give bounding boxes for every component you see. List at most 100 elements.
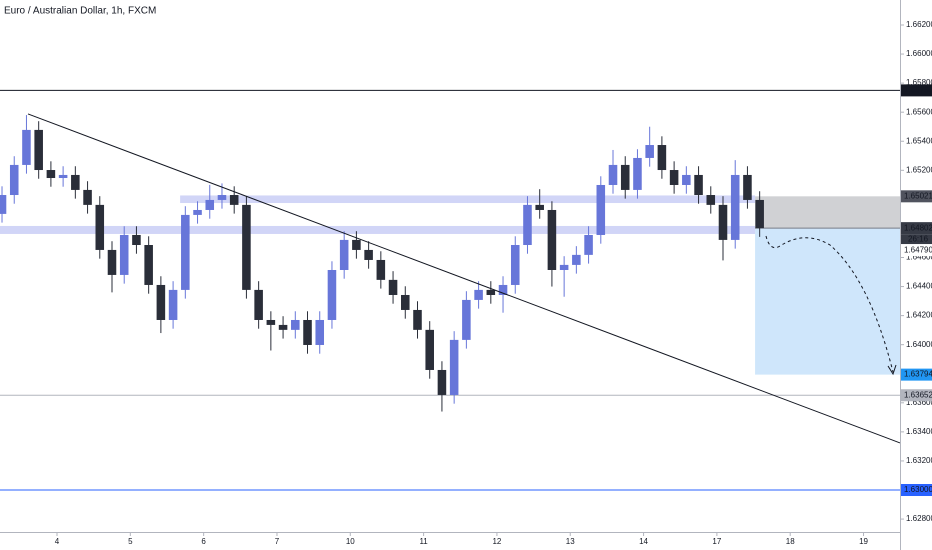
x-tick-label: 13: [566, 537, 575, 546]
zone: [0, 225, 756, 234]
candle-body: [608, 164, 618, 185]
candle-body: [596, 184, 606, 235]
candle-body: [242, 204, 251, 290]
x-tick-label: 10: [346, 537, 355, 546]
candle-body: [58, 174, 68, 179]
candle-body: [669, 170, 679, 185]
candle-body: [474, 289, 483, 300]
candle-body: [156, 284, 166, 320]
candle-body: [510, 245, 520, 285]
candle-body: [620, 164, 630, 190]
candle-body: [254, 289, 263, 320]
chart-title: Euro / Australian Dollar, 1h, FXCM: [4, 6, 156, 17]
candle-body: [144, 245, 153, 285]
y-tick-label: 1.65200: [906, 165, 932, 174]
price-label-box: [901, 222, 932, 235]
price-label-box: [901, 190, 932, 203]
price-label-box: [901, 84, 932, 97]
candle-body: [682, 174, 691, 185]
zone: [180, 195, 756, 204]
candle-body: [83, 189, 92, 205]
candle-body: [559, 264, 569, 270]
candle-body: [181, 214, 190, 290]
candle-body: [755, 199, 764, 229]
y-tick-label: 1.63600: [906, 398, 932, 407]
price-label: 1.63652: [904, 390, 932, 399]
y-tick-label: 1.63200: [906, 456, 932, 465]
x-tick-label: 7: [275, 537, 280, 546]
price-label: 1.63000: [904, 485, 932, 494]
overlay: [27, 113, 901, 444]
candle-body: [303, 319, 312, 345]
y-tick-label: 1.65800: [906, 78, 932, 87]
candle-body: [34, 129, 43, 171]
candle-body: [217, 195, 227, 200]
candle-body: [168, 289, 178, 320]
y-tick-label: 1.64000: [906, 340, 932, 349]
candle-body: [229, 195, 239, 205]
candle-body: [400, 294, 410, 310]
x-tick-label: 17: [712, 537, 721, 546]
candle-body: [437, 369, 447, 395]
candle-body: [498, 284, 508, 295]
candle-body: [315, 319, 325, 345]
candle-body: [425, 329, 434, 370]
candle-body: [132, 234, 141, 246]
candle-body: [9, 164, 19, 196]
y-tick-label: 1.62800: [906, 514, 932, 523]
y-tick-label: 1.63400: [906, 427, 932, 436]
trendline: [27, 113, 901, 444]
candle-body: [107, 249, 117, 275]
price-label: 1.65021: [904, 191, 932, 200]
candle-body: [657, 145, 667, 171]
candle-body: [46, 170, 56, 179]
candle-body: [645, 145, 654, 158]
y-tick-label: 1.64600: [906, 253, 932, 262]
candle-body: [730, 174, 740, 240]
y-tick-label: 1.66200: [906, 20, 932, 29]
price-label: 1.64802: [904, 223, 932, 232]
x-tick-label: 6: [201, 537, 206, 546]
price-label-box: [901, 389, 932, 402]
candle-body: [694, 174, 703, 196]
candle-body: [95, 204, 105, 250]
x-tick-label: 5: [128, 537, 133, 546]
x-tick-label: 19: [859, 537, 868, 546]
y-tick-label: 1.65400: [906, 136, 932, 145]
y-tick-label: 1.64400: [906, 282, 932, 291]
candle-body: [266, 319, 276, 325]
candle-body: [743, 174, 752, 200]
candle-body: [535, 204, 544, 210]
arrow-head: [887, 364, 897, 376]
price-label: 1.63794: [904, 370, 932, 379]
candle-body: [523, 204, 532, 246]
stop-zone: [755, 196, 900, 229]
countdown-box: [901, 234, 932, 245]
target-zone: [755, 228, 900, 375]
price-label-box: [901, 368, 932, 381]
candle-body: [339, 239, 349, 270]
candle-body: [718, 204, 728, 240]
underlay: [0, 89, 900, 491]
countdown: 26:16: [908, 234, 929, 243]
x-tick-label: 14: [639, 537, 648, 546]
candle-body: [278, 324, 288, 330]
y-tick-label: 1.65600: [906, 107, 932, 116]
price-label: 1.64790: [904, 245, 932, 254]
candles: [0, 115, 764, 412]
candle-body: [119, 234, 129, 275]
x-tick-label: 12: [492, 537, 501, 546]
candle-body: [572, 254, 581, 265]
x-tick-label: 11: [419, 537, 428, 546]
candle-body: [364, 249, 373, 260]
candle-body: [449, 339, 459, 395]
candle-body: [547, 209, 557, 270]
candle-body: [71, 174, 80, 190]
candle-body: [327, 269, 337, 320]
candle-body: [388, 279, 398, 295]
candle-body: [633, 157, 642, 190]
price-label-box: [901, 484, 932, 497]
candle-body: [486, 289, 496, 295]
y-tick-label: 1.64200: [906, 311, 932, 320]
